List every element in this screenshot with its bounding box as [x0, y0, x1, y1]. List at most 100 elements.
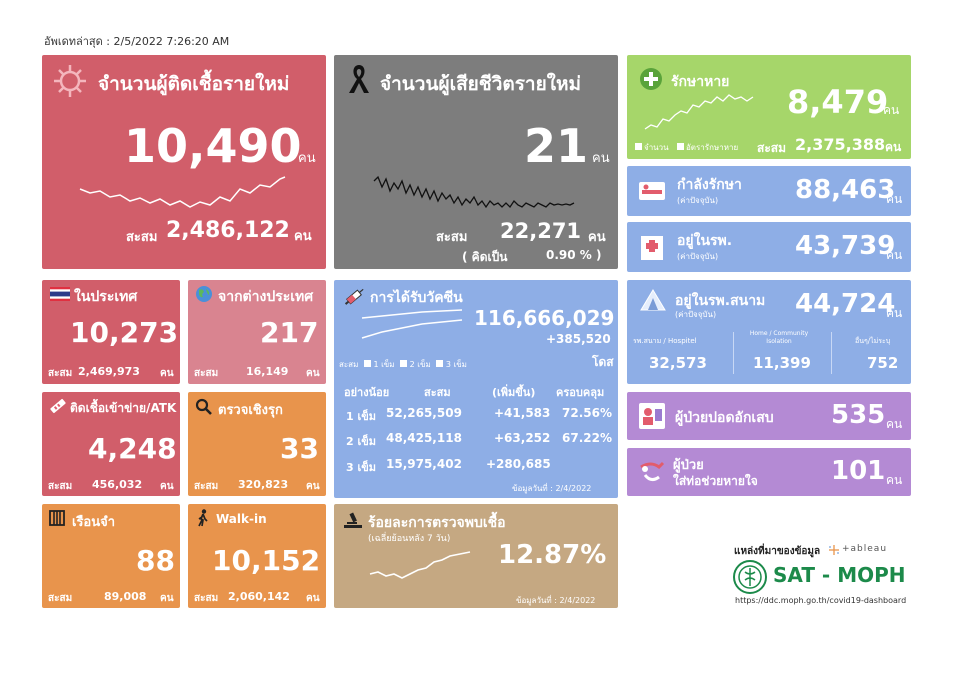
legend-count-swatch [635, 143, 642, 150]
recovered-value: 8,479 [787, 83, 889, 121]
vaccine-row-cum: 15,975,402 [386, 457, 462, 471]
positivity-value: 12.87% [498, 540, 607, 570]
field-col-isolation-value: 11,399 [753, 354, 811, 372]
new-deaths-card[interactable]: จำนวนผู้เสียชีวิตรายใหม่ 21 คน สะสม 22,2… [334, 55, 618, 269]
field-hospital-sub: (ค่าปัจจุบัน) [675, 310, 717, 319]
field-divider [831, 332, 832, 374]
abroad-cum-value: 16,149 [246, 365, 289, 378]
new-deaths-title: จำนวนผู้เสียชีวิตรายใหม่ [380, 73, 582, 95]
last-updated: อัพเดทล่าสุด : 2/5/2022 7:26:20 AM [44, 35, 230, 48]
abroad-card[interactable]: จากต่างประเทศ 217 สะสม 16,149 คน [188, 280, 326, 384]
atk-value: 4,248 [88, 432, 177, 465]
microscope-icon [344, 512, 362, 528]
active-search-cum-value: 320,823 [238, 478, 289, 491]
abroad-cum-unit: คน [306, 368, 320, 379]
positivity-card[interactable]: ร้อยละการตรวจพบเชื้อ (เฉลี่ยย้อนหลัง 7 ว… [334, 504, 618, 608]
new-cases-cum-value: 2,486,122 [166, 218, 290, 243]
in-hospital-unit: คน [886, 248, 903, 262]
field-col-other-value: 752 [867, 354, 899, 372]
legend-rate-swatch [677, 143, 684, 150]
pneumonia-title: ผู้ป่วยปอดอักเสบ [675, 410, 774, 426]
domestic-cum-label: สะสม [48, 368, 73, 379]
new-deaths-cum-label: สะสม [436, 230, 468, 245]
walkin-cum-unit: คน [306, 593, 320, 604]
vaccine-row-dose: 1 เข็ม [346, 410, 377, 423]
recovered-unit: คน [883, 103, 900, 117]
abroad-value: 217 [260, 316, 319, 349]
in-hospital-title: อยู่ในรพ. [677, 233, 733, 249]
legend-dose3: 3 เข็ม [445, 360, 467, 369]
active-search-title: ตรวจเชิงรุก [218, 403, 283, 418]
walkin-cum-label: สะสม [194, 593, 219, 604]
new-cases-card[interactable]: จำนวนผู้ติดเชื้อรายใหม่ 10,490 คน สะสม 2… [42, 55, 326, 269]
new-cases-title: จำนวนผู้ติดเชื้อรายใหม่ [98, 73, 290, 95]
new-cases-value: 10,490 [124, 119, 302, 173]
new-deaths-cum-unit: คน [588, 230, 606, 245]
in-hospital-sub: (ค่าปัจจุบัน) [677, 252, 719, 261]
recovered-cum-unit: คน [885, 140, 902, 154]
ventilator-unit: คน [886, 473, 903, 487]
domestic-value: 10,273 [70, 316, 179, 349]
recovered-title: รักษาหาย [671, 74, 730, 90]
vaccine-header-inc: (เพิ่มขึ้น) [492, 386, 536, 399]
positivity-title: ร้อยละการตรวจพบเชื้อ [368, 515, 506, 531]
abroad-title: จากต่างประเทศ [218, 289, 314, 305]
positivity-data-date: ข้อมูลวันที่ : 2/4/2022 [516, 596, 596, 605]
atk-cum-label: สะสม [48, 481, 73, 492]
magnifier-icon [195, 398, 212, 415]
source-url[interactable]: https://ddc.moph.go.th/covid19-dashboard [735, 596, 907, 605]
new-cases-unit: คน [298, 151, 316, 166]
in-treatment-title: กำลังรักษา [677, 177, 742, 193]
prison-title: เรือนจำ [72, 515, 116, 530]
tableau-text: +ableau [842, 544, 888, 554]
prison-cum-value: 89,008 [104, 590, 147, 603]
in-treatment-card[interactable]: กำลังรักษา (ค่าปัจจุบัน) 88,463 คน [627, 166, 911, 216]
vaccine-row-inc: +280,685 [486, 457, 551, 471]
positivity-sub: (เฉลี่ยย้อนหลัง 7 วัน) [368, 534, 451, 544]
active-search-card[interactable]: ตรวจเชิงรุก 33 สะสม 320,823 คน [188, 392, 326, 496]
in-hospital-card[interactable]: อยู่ในรพ. (ค่าปัจจุบัน) 43,739 คน [627, 222, 911, 272]
prison-cum-unit: คน [160, 593, 174, 604]
prison-cum-label: สะสม [48, 593, 73, 604]
atk-card[interactable]: ติดเชื้อเข้าข่าย/ATK 4,248 สะสม 456,032 … [42, 392, 180, 496]
death-rate-value: 0.90 % ) [546, 248, 602, 262]
walkin-card[interactable]: Walk-in 10,152 สะสม 2,060,142 คน [188, 504, 326, 608]
new-deaths-cum-value: 22,271 [500, 219, 582, 243]
vaccine-row-cum: 52,265,509 [386, 406, 462, 420]
virus-icon [54, 65, 86, 97]
active-search-cum-label: สะสม [194, 481, 219, 492]
field-hospital-unit: คน [886, 306, 903, 320]
prison-card[interactable]: เรือนจำ 88 สะสม 89,008 คน [42, 504, 180, 608]
vaccine-row-cov: 72.56% [562, 406, 612, 420]
field-hospital-value: 44,724 [795, 289, 896, 319]
field-hospital-card[interactable]: อยู่ในรพ.สนาม (ค่าปัจจุบัน) 44,724 คน รพ… [627, 280, 911, 384]
atk-cum-unit: คน [160, 481, 174, 492]
ribbon-icon [349, 65, 369, 93]
vaccine-card[interactable]: การได้รับวัคซีน 116,666,029 +385,520 โดส… [334, 280, 618, 498]
ventilator-card[interactable]: ผู้ป่วย ใส่ท่อช่วยหายใจ 101 คน [627, 448, 911, 496]
vaccine-trend [361, 309, 463, 339]
field-hospital-title: อยู่ในรพ.สนาม [675, 293, 766, 309]
legend-swatch-dose3 [436, 360, 444, 367]
in-treatment-sub: (ค่าปัจจุบัน) [677, 196, 719, 205]
death-rate-label: ( คิดเป็น [462, 250, 508, 264]
pneumonia-card[interactable]: ผู้ป่วยปอดอักเสบ 535 คน [627, 392, 911, 440]
legend-count-label: จำนวน [644, 143, 669, 152]
walkin-value: 10,152 [212, 544, 321, 577]
recovered-card[interactable]: รักษาหาย 8,479 คน จำนวน อัตรารักษาหาย สะ… [627, 55, 911, 159]
vaccine-header-dose: อย่างน้อย [344, 386, 390, 399]
positivity-trend [369, 551, 471, 579]
legend-dose2: 2 เข็ม [409, 360, 431, 369]
new-deaths-value: 21 [524, 119, 589, 173]
domestic-card[interactable]: ในประเทศ 10,273 สะสม 2,469,973 คน [42, 280, 180, 384]
in-hospital-value: 43,739 [795, 231, 896, 261]
vaccine-header-cum: สะสม [424, 386, 451, 399]
prison-bars-icon [49, 510, 65, 526]
walking-person-icon [198, 509, 208, 527]
vaccine-total: 116,666,029 [474, 306, 615, 330]
brand-name: SAT - MOPH [773, 563, 906, 587]
atk-cum-value: 456,032 [92, 478, 143, 491]
pneumonia-value: 535 [831, 400, 886, 430]
field-col-other-label: อื่นๆ/ไม่ระบุ [855, 337, 891, 345]
ventilator-title-2: ใส่ท่อช่วยหายใจ [673, 474, 758, 488]
